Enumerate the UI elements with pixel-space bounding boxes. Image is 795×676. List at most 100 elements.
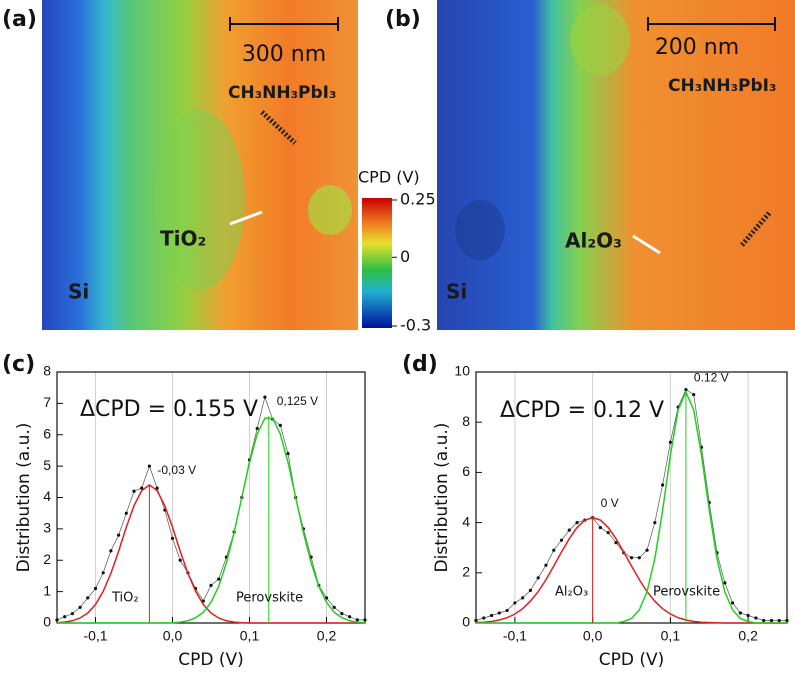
colorbar-tick-label: 0.25 <box>400 190 436 209</box>
data-point <box>598 526 603 530</box>
data-point <box>754 616 758 620</box>
y-tick-label: 7 <box>43 394 51 410</box>
y-tick-label: 10 <box>454 363 470 379</box>
data-point <box>552 548 556 552</box>
panel-label: (b) <box>385 7 421 32</box>
data-point <box>155 486 159 490</box>
data-point <box>363 618 367 622</box>
x-tick-label: 0,2 <box>317 628 337 644</box>
data-point <box>769 618 774 623</box>
data-point <box>263 395 267 399</box>
y-tick-label: 4 <box>43 488 51 504</box>
y-tick-label: 4 <box>462 513 470 529</box>
data-point <box>684 387 688 392</box>
data-point <box>645 548 649 552</box>
data-point <box>101 571 105 575</box>
y-tick-label: 2 <box>43 551 51 567</box>
scale-label: 200 nm <box>655 35 739 60</box>
panel-label: (a) <box>2 7 37 32</box>
fit-curve <box>56 483 365 624</box>
data-point <box>55 618 59 622</box>
material-label: TiO₂ <box>160 227 206 251</box>
data-point <box>777 618 781 623</box>
material-label: Al₂O₃ <box>565 229 622 253</box>
data-point <box>170 536 175 540</box>
peak-label: 0.12 V <box>694 370 729 384</box>
annotation: TiO₂ <box>111 591 139 606</box>
data-point <box>730 601 735 605</box>
data-point <box>489 613 494 618</box>
plot-frame <box>56 371 366 624</box>
annotation: ΔCPD = 0.12 V <box>500 398 664 423</box>
texture <box>570 5 630 75</box>
data-point <box>653 521 657 525</box>
data-point <box>575 521 579 525</box>
y-tick-label: 0 <box>43 614 51 630</box>
annotation: Perovskite <box>236 591 303 606</box>
data-point <box>109 549 113 553</box>
data-point <box>785 618 789 623</box>
scale-label: 300 nm <box>242 42 326 67</box>
data-point <box>147 464 151 468</box>
profile-line <box>260 110 297 145</box>
data-point <box>86 596 90 600</box>
data-point <box>132 489 136 493</box>
y-tick-label: 6 <box>43 425 51 441</box>
data-point <box>117 533 121 537</box>
profile-line <box>740 210 772 247</box>
data-point <box>340 611 344 616</box>
texture <box>308 185 352 235</box>
x-tick-label: 0,1 <box>661 628 681 644</box>
x-axis-title: CPD (V) <box>599 650 665 670</box>
data-point <box>536 576 540 580</box>
x-axis-title: CPD (V) <box>178 650 244 670</box>
x-tick-label: -0,1 <box>503 628 527 644</box>
data-point <box>606 531 610 535</box>
colorbar-tick-label: -0.3 <box>400 316 431 335</box>
y-tick-label: 2 <box>462 564 470 580</box>
data-point <box>474 618 478 623</box>
plot-frame <box>475 371 788 624</box>
y-tick-label: 3 <box>43 520 51 536</box>
data-point <box>348 615 352 619</box>
data-point <box>178 558 182 562</box>
data-point <box>544 563 548 567</box>
data-point <box>614 541 618 545</box>
data-point <box>209 583 213 587</box>
data-point <box>324 596 329 600</box>
data-point <box>637 556 641 560</box>
data-point <box>255 426 259 431</box>
data-point <box>70 611 74 616</box>
y-axis-title: Distribution (a.u.) <box>432 423 452 573</box>
y-tick-label: 8 <box>462 413 470 429</box>
colorbar-title: CPD (V) <box>358 168 420 187</box>
data-point <box>93 586 98 591</box>
profile-line <box>229 210 263 226</box>
panel-label: (d) <box>402 352 438 377</box>
data-point <box>278 423 282 427</box>
material-label: CH₃NH₃PbI₃ <box>228 83 336 103</box>
data-point <box>692 392 696 397</box>
panel-label: (c) <box>2 352 35 377</box>
material-label: Si <box>68 280 89 304</box>
data-point <box>482 616 486 620</box>
colorbar-scale <box>362 198 392 328</box>
data-point <box>505 608 509 613</box>
y-tick-label: 6 <box>462 463 470 479</box>
x-tick-label: 0,2 <box>738 628 758 644</box>
peak-label: -0,03 V <box>157 463 196 477</box>
y-tick-label: 8 <box>43 363 51 379</box>
y-axis-title: Distribution (a.u.) <box>14 423 34 573</box>
data-point <box>217 577 221 581</box>
annotation: Al₂O₃ <box>555 585 588 600</box>
chart: (c) -0,1 0,0 0,1 0,2 0 1 2 3 4 5 6 7 8 CPD (V) Distribu… <box>2 352 367 670</box>
texture <box>155 110 245 290</box>
x-tick-label: -0,1 <box>83 628 107 644</box>
peak-label: 0 V <box>601 496 619 510</box>
data-point <box>567 528 571 532</box>
data-point <box>140 486 144 490</box>
fit-curve <box>57 417 366 624</box>
data-line <box>475 389 787 621</box>
material-label: CH₃NH₃PbI₃ <box>668 76 776 96</box>
data-point <box>528 588 533 592</box>
